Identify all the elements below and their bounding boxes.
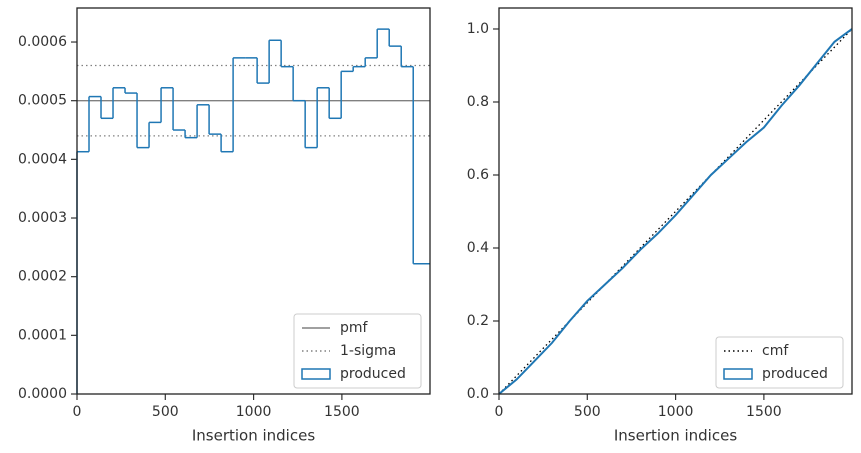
data-line <box>498 28 853 395</box>
legend-label: cmf <box>762 343 789 359</box>
x-tick-label: 0 <box>73 404 82 420</box>
x-tick-label: 1500 <box>324 404 360 420</box>
y-tick-label: 0.0006 <box>18 34 67 50</box>
y-tick-label: 0.0003 <box>18 210 67 226</box>
plot-frame <box>76 7 431 395</box>
x-axis-label: Insertion indices <box>192 427 315 445</box>
data-line <box>498 28 853 395</box>
y-tick-label: 0.0 <box>467 386 489 402</box>
legend-label: 1-sigma <box>340 343 396 359</box>
legend-swatch <box>301 368 331 380</box>
y-tick-label: 0.8 <box>467 94 489 110</box>
y-tick-label: 0.0002 <box>18 269 67 285</box>
y-tick-label: 0.2 <box>467 313 489 329</box>
legend-swatch <box>723 368 753 380</box>
y-tick-label: 0.0004 <box>18 151 67 167</box>
x-tick-label: 1000 <box>658 404 694 420</box>
x-tick-label: 500 <box>574 404 601 420</box>
y-tick-label: 0.4 <box>467 240 489 256</box>
y-tick-label: 1.0 <box>467 21 489 37</box>
x-tick-label: 500 <box>152 404 179 420</box>
x-tick-label: 1500 <box>746 404 782 420</box>
y-tick-label: 0.0000 <box>18 386 67 402</box>
x-tick-label: 1000 <box>236 404 272 420</box>
legend-label: produced <box>340 366 406 382</box>
plot-frame <box>498 7 853 395</box>
y-tick-label: 0.0005 <box>18 93 67 109</box>
legend-label: pmf <box>340 320 369 336</box>
legend-box <box>715 336 844 389</box>
y-tick-label: 0.0001 <box>18 327 67 343</box>
legend-label: produced <box>762 366 828 382</box>
x-axis-label: Insertion indices <box>614 427 737 445</box>
x-tick-label: 0 <box>495 404 504 420</box>
y-tick-label: 0.6 <box>467 167 489 183</box>
